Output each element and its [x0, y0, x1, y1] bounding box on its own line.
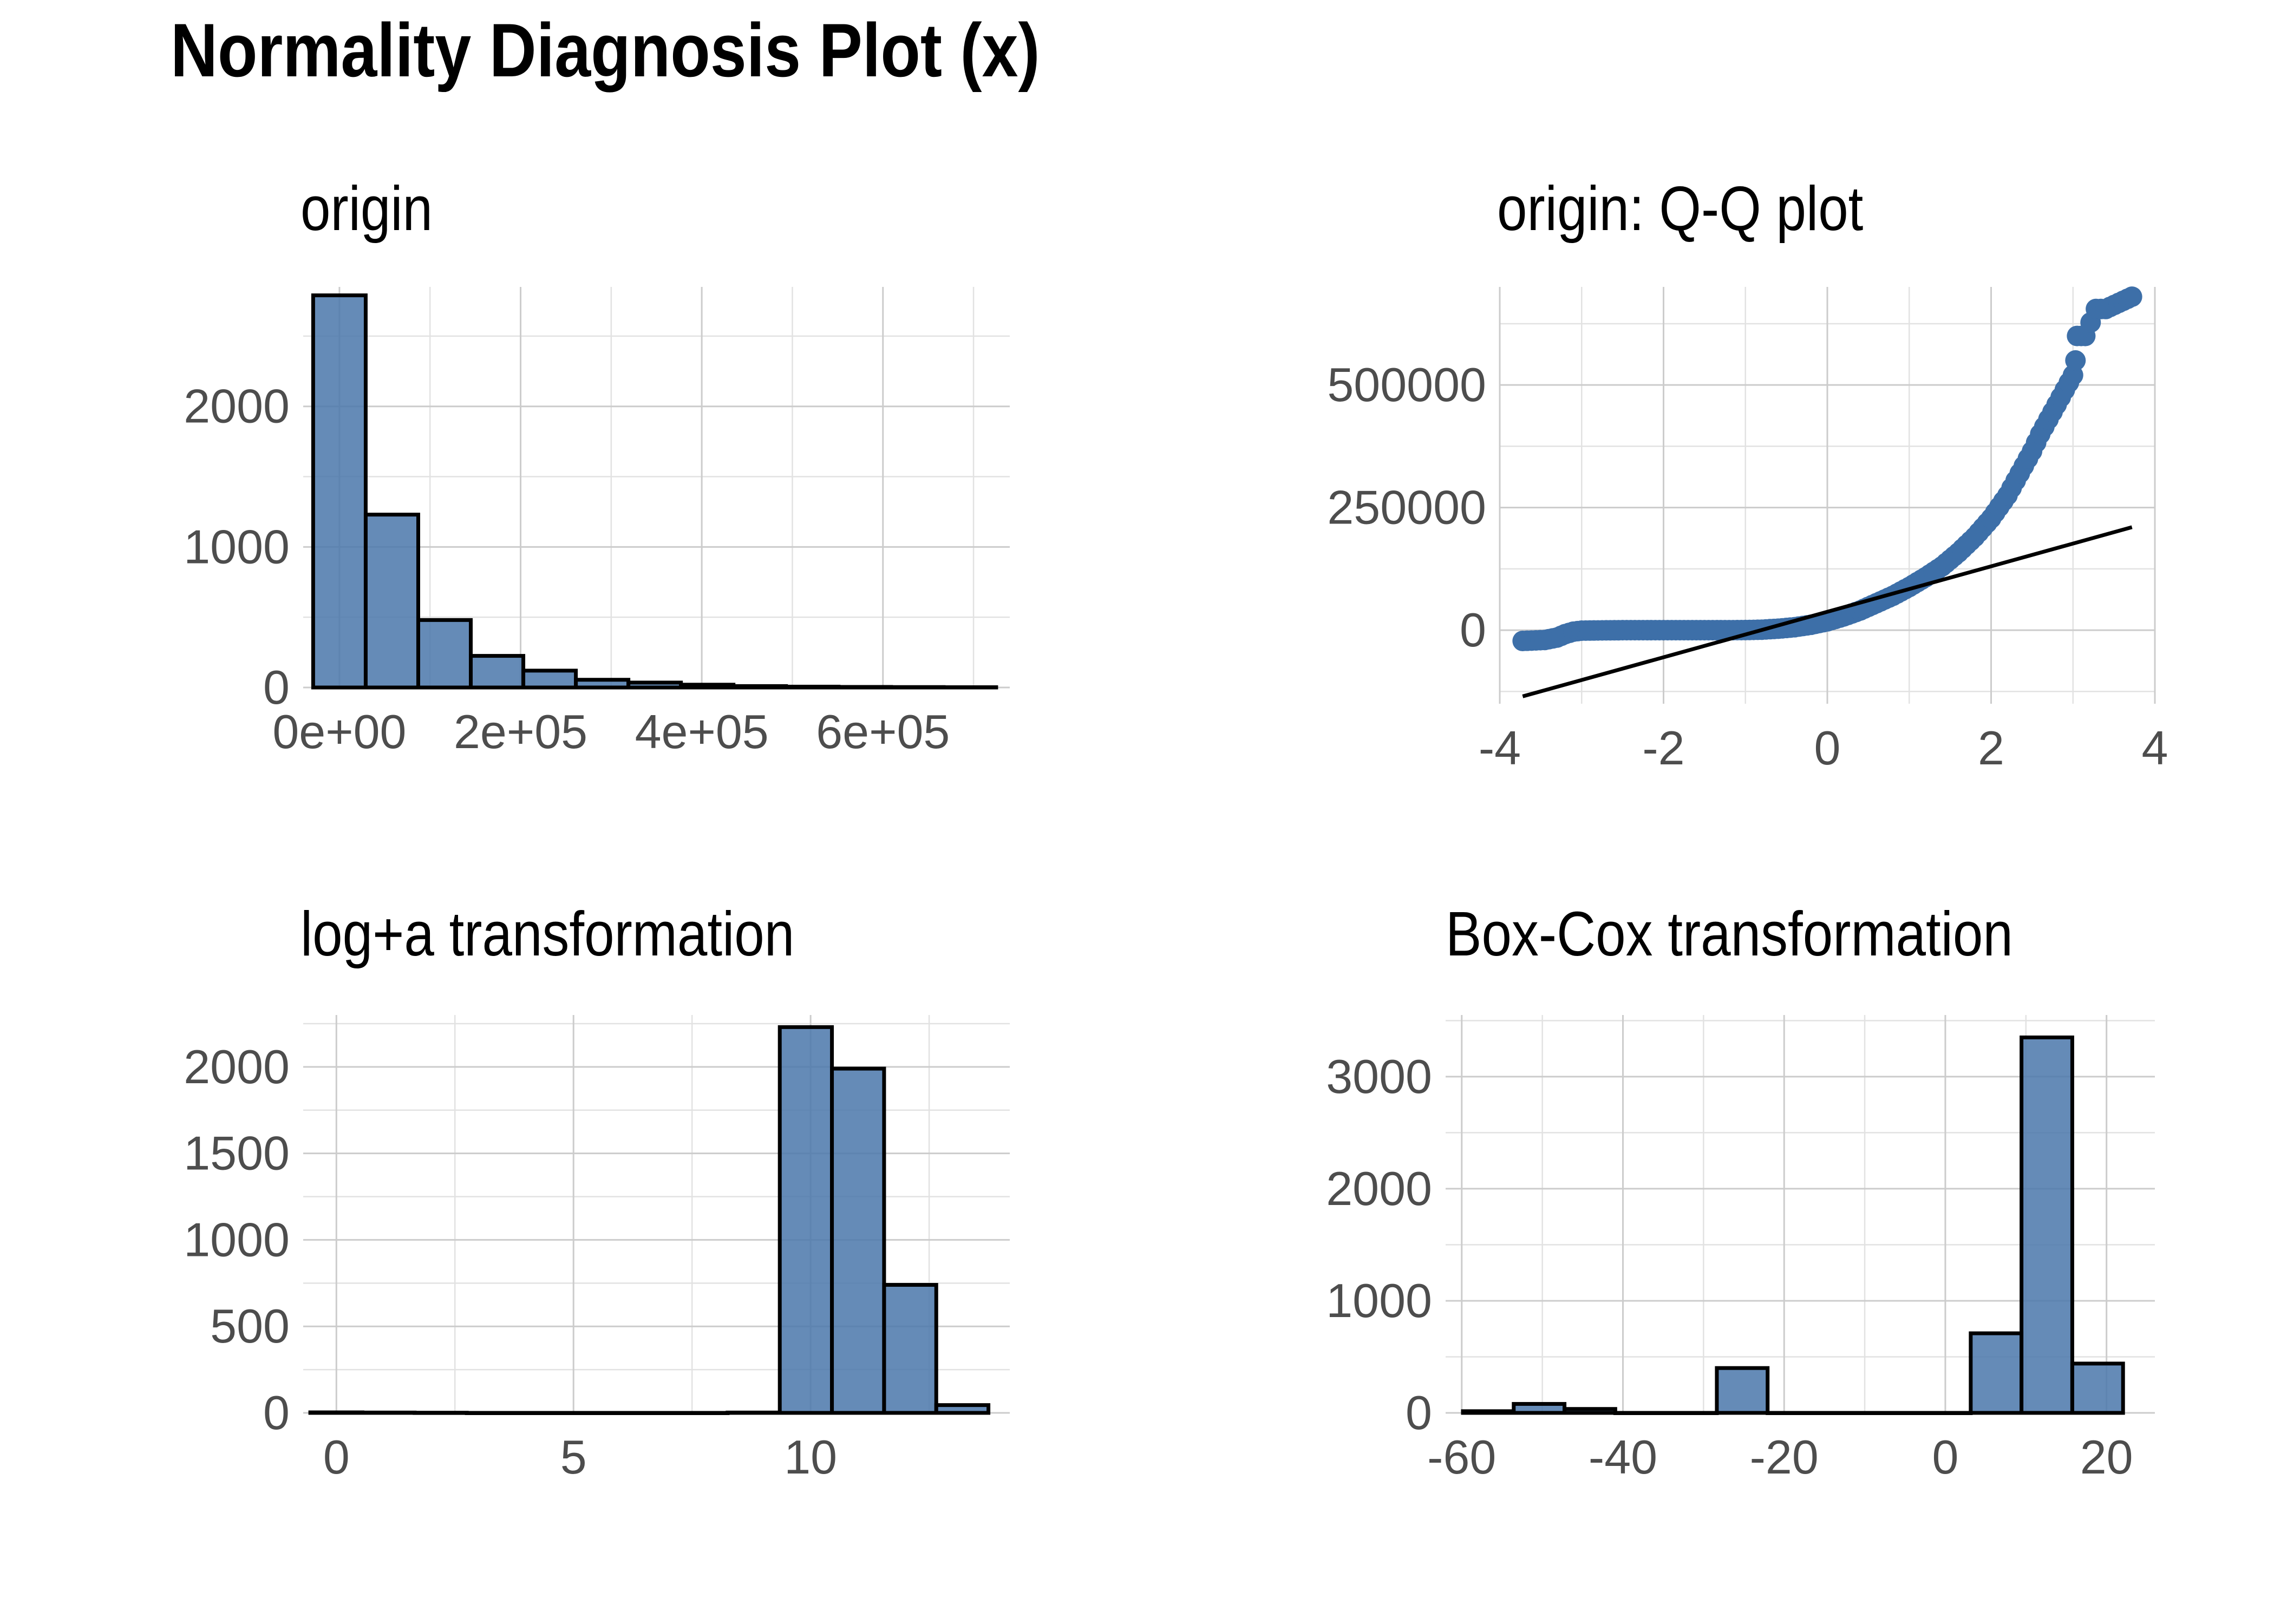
- y-tick-label: 0: [1460, 603, 1486, 657]
- y-tick-label: 0: [263, 1386, 290, 1439]
- qq-reference-line: [1522, 525, 2133, 698]
- y-tick-label: 0: [263, 660, 290, 714]
- y-tick-label: 250000: [1327, 481, 1486, 534]
- x-tick-label: 0: [323, 1430, 350, 1484]
- y-tick-label: 2000: [184, 1040, 290, 1093]
- histogram-bar: [731, 684, 788, 690]
- y-tick-label: 1000: [184, 1213, 290, 1266]
- qq-point: [2065, 350, 2086, 371]
- x-tick-label: 6e+05: [816, 705, 950, 758]
- qq-point: [2121, 286, 2142, 307]
- panel-title-origin: origin: [300, 173, 433, 244]
- histogram-bar: [830, 1066, 886, 1415]
- histogram-bar: [777, 1025, 834, 1415]
- panel-origin: 0e+00 2e+05 4e+05 6e+05 0 1000 2000: [184, 287, 1010, 758]
- histogram-bar: [360, 1410, 417, 1415]
- x-tick-label: 0: [1932, 1430, 1958, 1484]
- y-tick-label: 0: [1406, 1386, 1432, 1439]
- x-tick-label: -4: [1479, 721, 1521, 775]
- histogram-bar: [1512, 1402, 1567, 1415]
- histogram-bar: [726, 1410, 782, 1415]
- y-tick-label: 500000: [1327, 358, 1486, 411]
- histogram-bar: [882, 1283, 938, 1415]
- histogram-bar: [679, 683, 736, 690]
- y-tick-label: 1000: [184, 520, 290, 573]
- panel-title-qq: origin: Q-Q plot: [1497, 173, 1864, 244]
- x-tick-label: 10: [784, 1430, 837, 1484]
- x-tick-label: -2: [1642, 721, 1684, 775]
- x-tick-label: 2: [1978, 721, 2004, 775]
- histogram-bar: [416, 618, 473, 690]
- histogram-bar: [521, 669, 578, 690]
- panel-log: 0 5 10 0 500 1000 1500 2000: [184, 1015, 1010, 1484]
- y-tick-label: 1500: [184, 1127, 290, 1180]
- x-tick-label: -40: [1589, 1430, 1657, 1484]
- x-tick-label: -20: [1750, 1430, 1819, 1484]
- x-tick-label: -60: [1427, 1430, 1496, 1484]
- histogram-bar: [1563, 1407, 1617, 1415]
- histogram-bar: [469, 654, 526, 690]
- histogram-bar: [2020, 1035, 2074, 1415]
- y-tick-label: 500: [210, 1299, 290, 1353]
- x-tick-label: 4e+05: [635, 705, 769, 758]
- x-tick-label: 20: [2080, 1430, 2133, 1484]
- histogram-bar: [1461, 1409, 1516, 1415]
- panel-boxcox: -60 -40 -20 0 20 0 1000 2000 3000: [1326, 1015, 2155, 1484]
- y-tick-label: 1000: [1326, 1274, 1432, 1327]
- panel-title-log: log+a transformation: [300, 899, 795, 969]
- x-tick-label: 2e+05: [454, 705, 587, 758]
- panel-title-boxcox: Box-Cox transformation: [1446, 899, 2013, 969]
- histogram-bar: [363, 513, 420, 690]
- histogram-bar: [311, 293, 368, 690]
- y-tick-label: 2000: [1326, 1162, 1432, 1215]
- histogram-bar: [626, 680, 683, 690]
- histogram-bar: [784, 684, 841, 690]
- x-tick-label: 4: [2142, 721, 2168, 775]
- histogram-bar: [1715, 1366, 1770, 1415]
- figure-title: Normality Diagnosis Plot (x): [171, 8, 1040, 93]
- x-tick-label: 0: [1814, 721, 1841, 775]
- histogram-bar: [2070, 1361, 2125, 1415]
- x-tick-label: 5: [560, 1430, 587, 1484]
- histogram-bar: [574, 678, 631, 690]
- histogram-bar: [1969, 1331, 2024, 1415]
- histogram-bar: [934, 1403, 991, 1415]
- y-tick-label: 3000: [1326, 1050, 1432, 1103]
- x-tick-label: 0e+00: [272, 705, 406, 758]
- y-tick-label: 2000: [184, 379, 290, 433]
- panel-qq: -4 -2 0 2 4 0 250000 500000: [1327, 286, 2168, 775]
- histogram-bar: [308, 1410, 364, 1415]
